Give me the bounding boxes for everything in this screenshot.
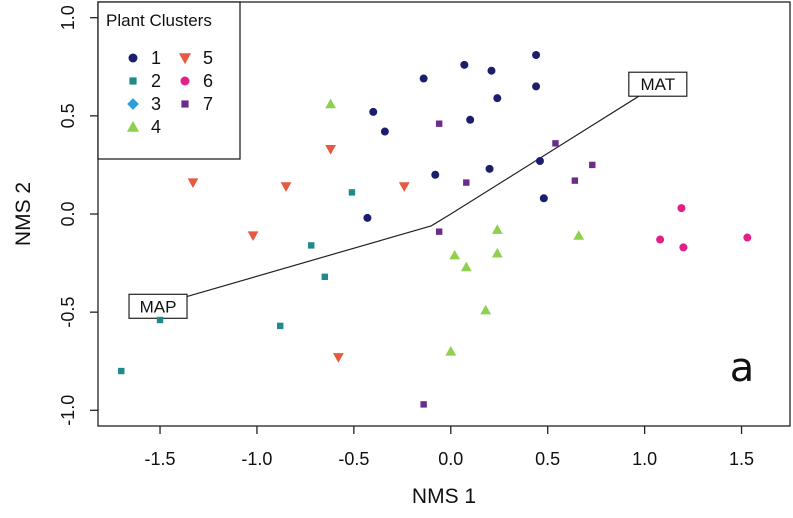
point-cluster-1 — [493, 94, 502, 103]
point-cluster-7 — [435, 228, 443, 235]
vector-label-mat: MAT — [640, 75, 675, 94]
point-cluster-1 — [380, 127, 389, 136]
point-cluster-1 — [532, 82, 541, 91]
point-cluster-2 — [156, 316, 164, 324]
point-cluster-1 — [532, 51, 541, 59]
legend: Plant Clusters 1 2 3 4 5 6 7 — [97, 1, 241, 160]
point-cluster-2 — [321, 273, 328, 281]
point-cluster-7 — [571, 177, 579, 184]
point-cluster-5 — [325, 145, 337, 155]
point-cluster-2 — [277, 322, 284, 330]
y-axis-title: NMS 2 — [12, 182, 35, 246]
point-cluster-7 — [463, 179, 470, 186]
point-cluster-5 — [280, 182, 292, 192]
legend-marker-7 — [181, 100, 189, 108]
point-cluster-4 — [491, 247, 503, 258]
legend-marker-1 — [128, 53, 138, 63]
point-cluster-1 — [431, 170, 440, 179]
environmental-vectors: MAT MAP — [128, 71, 688, 319]
point-cluster-5 — [398, 182, 410, 192]
y-tick-label: 1.0 — [58, 5, 78, 30]
point-cluster-1 — [363, 213, 372, 222]
point-cluster-7 — [552, 140, 559, 147]
point-cluster-2 — [308, 242, 315, 249]
point-cluster-6 — [656, 235, 665, 244]
legend-marker-3 — [127, 98, 139, 110]
point-cluster-5 — [332, 353, 344, 363]
point-cluster-1 — [460, 60, 469, 69]
point-cluster-7 — [435, 120, 443, 127]
vector-line-mat — [450, 95, 640, 215]
point-cluster-4 — [325, 98, 337, 109]
vector-label-box-map — [128, 293, 188, 319]
point-cluster-4 — [445, 346, 457, 356]
point-cluster-4 — [460, 261, 472, 272]
legend-label-4: 4 — [151, 117, 161, 137]
y-tick-label: 0.5 — [58, 103, 78, 128]
vector-line-map — [159, 213, 452, 305]
point-cluster-7 — [420, 401, 427, 408]
point-cluster-1 — [419, 74, 428, 83]
legend-marker-4 — [126, 120, 140, 132]
x-axis-title: NMS 1 — [412, 485, 476, 508]
legend-label-5: 5 — [203, 48, 213, 68]
y-tick-label: -0.5 — [58, 297, 78, 328]
point-cluster-6 — [679, 243, 688, 252]
point-cluster-1 — [485, 164, 494, 173]
legend-title: Plant Clusters — [106, 11, 212, 30]
point-cluster-4 — [449, 249, 461, 260]
legend-label-2: 2 — [151, 71, 161, 91]
vector-label-map: MAP — [140, 297, 177, 316]
y-tick-label: -1.0 — [58, 395, 78, 426]
point-cluster-6 — [677, 204, 686, 213]
x-tick-label: 0.0 — [438, 449, 463, 469]
point-cluster-1 — [466, 115, 475, 124]
point-cluster-1 — [539, 194, 548, 203]
point-cluster-2 — [118, 367, 125, 375]
point-cluster-2 — [348, 189, 356, 196]
point-cluster-7 — [589, 161, 596, 169]
panel-letter: a — [730, 345, 755, 391]
legend-marker-2 — [129, 77, 137, 85]
point-cluster-4 — [491, 224, 503, 234]
point-cluster-6 — [743, 233, 752, 242]
legend-label-3: 3 — [151, 94, 161, 114]
y-tick-label: 0.0 — [58, 201, 78, 226]
point-cluster-1 — [535, 157, 544, 165]
legend-box — [97, 1, 241, 160]
x-tick-label: -1.0 — [241, 449, 272, 469]
legend-marker-5 — [178, 53, 192, 65]
legend-label-7: 7 — [203, 94, 213, 114]
legend-label-6: 6 — [203, 71, 213, 91]
axis-ticks: -1.5 -1.0 -0.5 0.0 0.5 1.0 1.5 -1.0 -0.5 0.0 0.5 1.… — [58, 5, 754, 469]
point-cluster-1 — [487, 66, 496, 75]
vector-label-box-mat — [628, 71, 688, 97]
point-cluster-5 — [247, 231, 259, 241]
point-cluster-4 — [480, 304, 492, 315]
point-cluster-4 — [573, 230, 585, 240]
x-tick-label: 1.5 — [729, 449, 754, 469]
point-cluster-1 — [369, 107, 378, 116]
x-tick-label: -1.5 — [145, 449, 176, 469]
legend-label-1: 1 — [151, 48, 161, 68]
data-points — [118, 51, 752, 408]
legend-marker-6 — [180, 76, 190, 86]
point-cluster-5 — [187, 178, 199, 188]
x-tick-label: 1.0 — [632, 449, 657, 469]
x-tick-label: -0.5 — [338, 449, 369, 469]
x-tick-label: 0.5 — [535, 449, 560, 469]
